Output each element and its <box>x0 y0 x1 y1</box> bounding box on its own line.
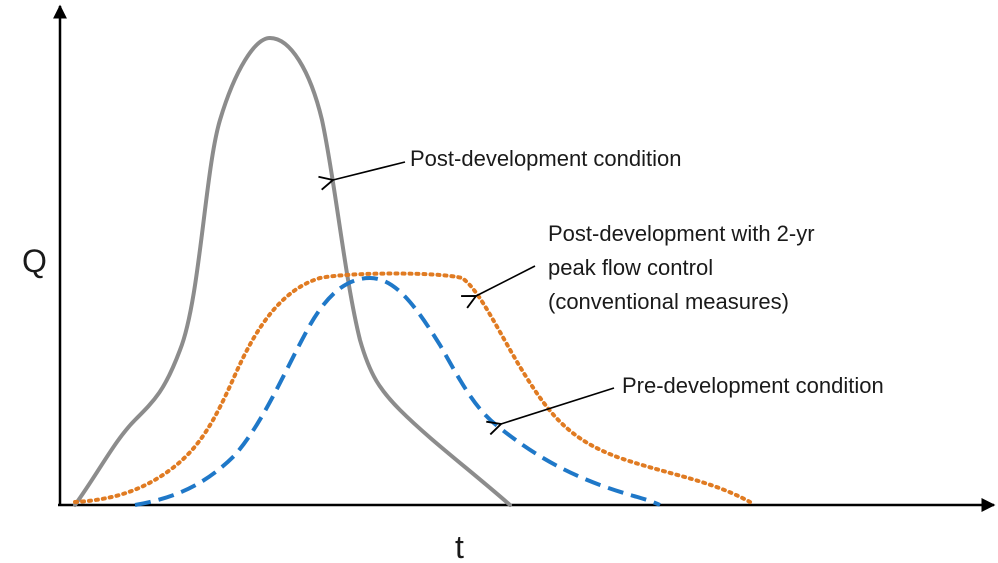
pre-development-curve <box>134 275 661 507</box>
post-development-curve <box>73 36 512 507</box>
annotation-line: (conventional measures) <box>548 289 789 314</box>
arrow <box>333 161 406 180</box>
annotation: Post-development condition <box>410 146 682 171</box>
annotation-line: Post-development condition <box>410 146 682 171</box>
x-axis-label: t <box>455 529 464 563</box>
annotation: Post-development with 2-yr peak flow con… <box>548 221 821 314</box>
annotation-line: Pre-development condition <box>622 373 884 398</box>
controlled-curve <box>73 271 752 504</box>
annotation-line: peak flow control <box>548 255 713 280</box>
annotation-line: Post-development with 2-yr <box>548 221 815 246</box>
arrow <box>476 265 536 296</box>
y-axis-label: Q <box>22 243 47 279</box>
annotation: Pre-development condition <box>622 373 884 398</box>
arrow <box>501 387 615 424</box>
